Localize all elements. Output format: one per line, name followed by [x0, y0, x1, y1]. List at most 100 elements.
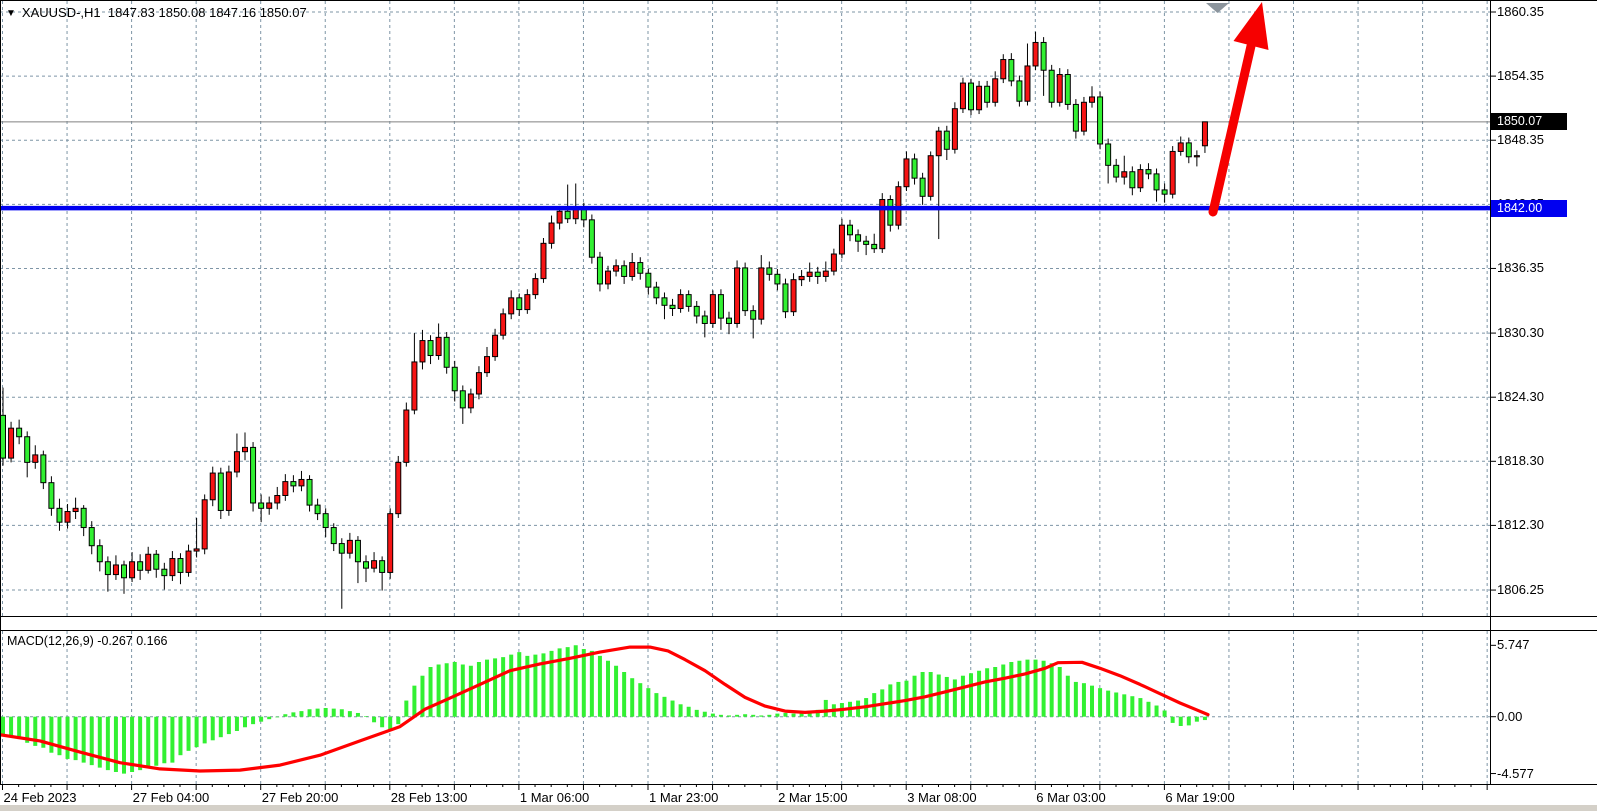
time-axis-label: 1 Mar 23:00: [649, 790, 719, 805]
macd-indicator-layer: [0, 645, 1210, 774]
candle-body: [629, 262, 636, 277]
candle-body: [153, 553, 160, 570]
candle-body: [104, 561, 111, 576]
candle-body: [298, 478, 305, 487]
candle-body: [734, 267, 741, 324]
candle-body: [653, 286, 660, 299]
candle-body: [258, 502, 265, 509]
candle-body: [96, 545, 103, 563]
candle-body: [709, 294, 716, 324]
candle-body: [830, 253, 837, 272]
candle-body: [605, 270, 612, 285]
candle-body: [774, 273, 781, 285]
candle-body: [314, 504, 321, 515]
candle-body: [419, 340, 426, 363]
candle-body: [8, 427, 15, 459]
candle-body: [72, 507, 79, 513]
candle-body: [726, 317, 733, 324]
candle-body: [976, 85, 983, 111]
candle-body: [379, 560, 386, 573]
candle-body: [855, 234, 862, 242]
candle-body: [427, 340, 434, 357]
candle-body: [847, 224, 854, 236]
candle-body: [935, 130, 942, 157]
candle-body: [677, 294, 684, 310]
candle-body: [1097, 96, 1104, 145]
candle-body: [467, 393, 474, 409]
macd-indicator-label: MACD(12,26,9) -0.267 0.166: [7, 634, 168, 648]
candle-body: [354, 539, 361, 563]
candle-body: [1072, 103, 1079, 132]
chart-header: ▼ XAUUSD-,H1 1847.83 1850.08 1847.16 1850…: [6, 5, 307, 20]
candle-body: [758, 267, 765, 320]
panel-borders-layer: [0, 0, 1597, 790]
time-axis-label: 28 Feb 13:00: [390, 790, 468, 805]
candle-body: [435, 336, 442, 357]
ohlc-readout: 1847.83 1850.08 1847.16 1850.07: [107, 5, 307, 20]
candle-body: [701, 315, 708, 324]
candle-body: [782, 283, 789, 313]
candle-body: [459, 390, 466, 409]
candle-body: [1089, 96, 1096, 103]
candle-body: [282, 481, 289, 496]
candle-body: [879, 199, 886, 250]
time-axis-label: 27 Feb 04:00: [132, 790, 210, 805]
trend-arrow-head[interactable]: [1233, 2, 1269, 50]
candle-body: [274, 494, 281, 504]
time-axis-label: 6 Mar 03:00: [1036, 790, 1106, 805]
candle-body: [48, 482, 55, 509]
candle-body: [984, 85, 991, 103]
candle-body: [613, 265, 620, 272]
candle-body: [1000, 59, 1007, 80]
candle-body: [871, 243, 878, 250]
candle-body: [863, 240, 870, 245]
candle-body: [177, 558, 184, 573]
candle-body: [32, 454, 39, 463]
candle-body: [822, 270, 829, 277]
candle-body: [766, 267, 773, 275]
candle-body: [508, 297, 515, 315]
price-axis-label: 1806.25: [1497, 582, 1544, 598]
candle-body: [346, 539, 353, 554]
candle-body: [322, 513, 329, 529]
candle-body: [112, 564, 119, 576]
candle-body: [0, 414, 6, 459]
candle-body: [516, 297, 523, 311]
candle-body: [564, 210, 571, 220]
candle-body: [685, 294, 692, 307]
candle-body: [1193, 155, 1200, 158]
candle-body: [1080, 101, 1087, 132]
candle-body: [169, 558, 176, 577]
candle-body: [1137, 169, 1144, 189]
candle-body: [532, 278, 539, 296]
candle-body: [596, 256, 603, 285]
price-axis-label: 1830.30: [1497, 325, 1544, 341]
candle-body: [903, 158, 910, 188]
trend-arrow-shaft[interactable]: [1208, 41, 1256, 217]
scroll-to-end-marker: [1206, 3, 1229, 13]
candle-body: [1048, 69, 1055, 103]
candle-body: [968, 82, 975, 111]
candle-body: [266, 502, 273, 509]
candle-body: [137, 561, 144, 571]
candle-body: [363, 561, 370, 569]
annotations-layer[interactable]: [1206, 2, 1269, 217]
symbol-dropdown-icon[interactable]: ▼: [6, 8, 16, 19]
candle-body: [484, 356, 491, 374]
candle-body: [637, 262, 644, 274]
candle-body: [64, 511, 71, 523]
time-axis-label: 3 Mar 08:00: [907, 790, 977, 805]
candle-body: [371, 560, 378, 569]
candle-body: [403, 409, 410, 463]
candle-body: [1105, 143, 1112, 166]
candle-body: [661, 297, 668, 306]
price-axis-label: 1824.30: [1497, 389, 1544, 405]
candle-body: [290, 481, 297, 487]
candle-body: [1185, 142, 1192, 158]
price-axis-label: 1860.35: [1497, 4, 1544, 19]
candle-body: [201, 499, 208, 550]
price-axis-label: 1818.30: [1497, 453, 1544, 469]
time-axis-label: 27 Feb 20:00: [261, 790, 339, 805]
